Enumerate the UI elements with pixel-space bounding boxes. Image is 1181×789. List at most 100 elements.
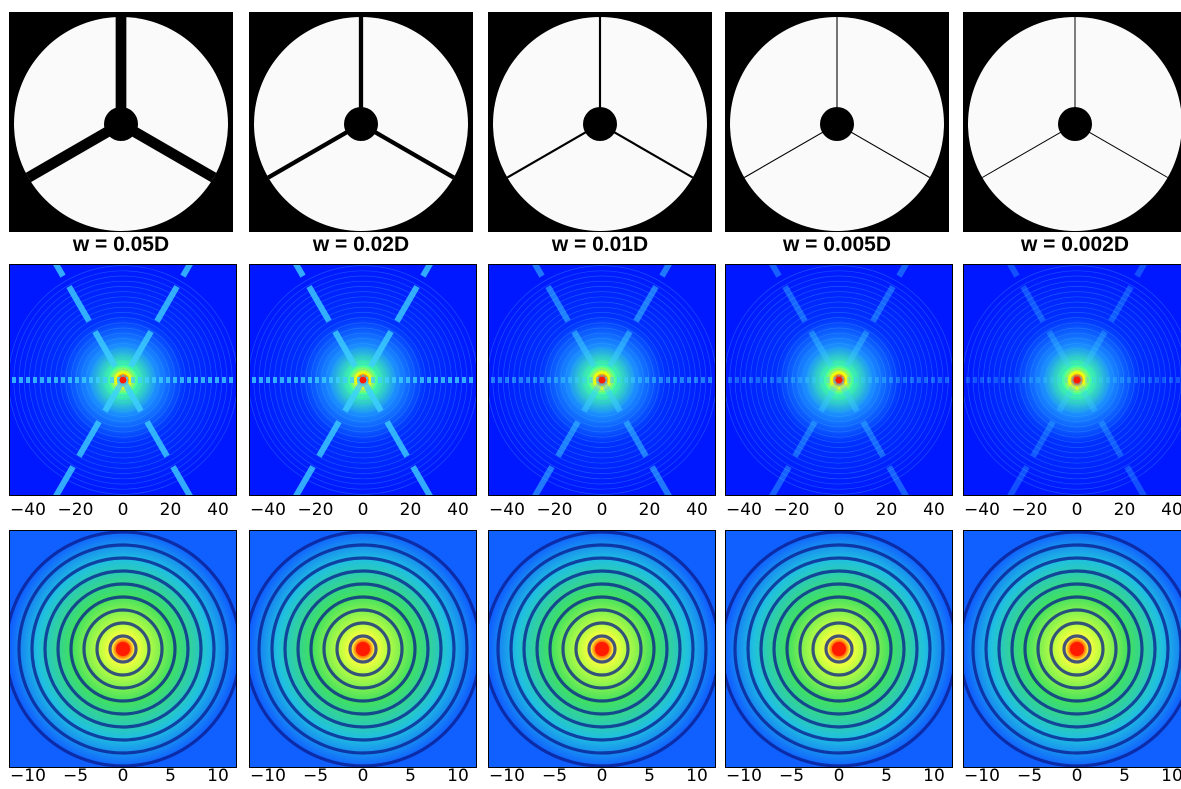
spider-vane — [599, 123, 694, 179]
airy-ring — [733, 543, 945, 755]
airy-ring — [341, 358, 385, 402]
airy-ring — [82, 608, 164, 690]
airy-ring — [17, 543, 229, 755]
airy-ring — [967, 270, 1181, 490]
x-axis-zoom: −10 −5 0 5 10 — [243, 766, 479, 789]
airy-ring — [1066, 369, 1088, 391]
airy-ring — [539, 317, 665, 443]
airy-ring — [56, 582, 190, 716]
tick-label: 40 — [1161, 500, 1181, 520]
airy-ring — [518, 296, 686, 464]
airy-ring — [296, 582, 430, 716]
panel-column: w = 0.01D −40 −20 0 20 40 −10 −5 0 5 10 — [482, 0, 718, 789]
spider-vane — [506, 123, 601, 179]
airy-ring — [587, 634, 617, 664]
x-axis-zoom: −10 −5 0 5 10 — [957, 766, 1181, 789]
airy-ring — [797, 338, 881, 422]
airy-ring — [279, 296, 447, 464]
tick-label: −10 — [726, 766, 762, 786]
psf-zoom-panel — [725, 530, 953, 768]
airy-ring — [739, 280, 939, 480]
pupil-mask — [725, 12, 949, 232]
airy-ring — [101, 358, 145, 402]
tick-label: −20 — [773, 500, 810, 520]
tick-label: −20 — [297, 500, 334, 520]
airy-ring — [977, 280, 1177, 480]
tick-label: −40 — [964, 500, 1000, 520]
psf-wide-panel — [249, 264, 477, 496]
airy-ring — [488, 530, 716, 768]
airy-ring — [984, 556, 1170, 742]
airy-ring — [335, 621, 391, 677]
airy-ring — [963, 530, 1181, 768]
tick-label: 5 — [405, 766, 416, 786]
airy-ring — [983, 286, 1171, 474]
airy-ring — [9, 265, 237, 495]
airy-ring — [971, 543, 1181, 755]
secondary-obscuration — [1058, 107, 1092, 141]
pupil-mask — [9, 12, 233, 232]
x-axis-zoom: −10 −5 0 5 10 — [719, 766, 955, 789]
spider-vane — [267, 122, 363, 180]
tick-label: −20 — [57, 500, 94, 520]
tick-label: 40 — [923, 500, 945, 520]
airy-ring — [1019, 322, 1135, 438]
x-axis-wide: −40 −20 0 20 40 — [482, 500, 718, 528]
airy-ring — [1014, 317, 1140, 443]
psf-core — [595, 642, 609, 656]
airy-ring — [321, 338, 405, 422]
airy-ring — [309, 595, 417, 703]
airy-ring — [798, 608, 880, 690]
tick-label: 10 — [447, 766, 469, 786]
airy-ring — [772, 582, 906, 716]
airy-ring — [759, 569, 919, 729]
airy-ring — [81, 338, 165, 422]
spider-vane — [744, 123, 838, 178]
airy-ring — [1029, 332, 1125, 428]
vane-width-label: w = 0.002D — [1021, 233, 1129, 256]
spider-vane — [359, 122, 455, 180]
spider-vane — [25, 119, 124, 183]
airy-ring — [785, 595, 893, 703]
airy-ring — [108, 634, 138, 664]
tick-label: 0 — [596, 766, 608, 786]
tick-label: −10 — [964, 766, 1000, 786]
airy-ring — [988, 291, 1166, 469]
psf-zoom-panel — [963, 530, 1181, 768]
airy-ring — [734, 275, 944, 485]
psf-zoom-panel — [488, 530, 716, 768]
pupil-mask — [249, 12, 473, 232]
tick-label: −20 — [536, 500, 573, 520]
airy-ring — [963, 265, 1181, 495]
airy-ring — [725, 265, 953, 495]
airy-ring — [257, 543, 469, 755]
airy-ring — [998, 301, 1156, 459]
airy-ring — [263, 280, 463, 480]
tick-label: 0 — [1071, 500, 1083, 520]
tick-label: 20 — [159, 500, 182, 520]
airy-ring — [509, 556, 695, 742]
spider-vane — [118, 119, 217, 183]
airy-ring — [833, 374, 845, 386]
tick-label: 20 — [1113, 500, 1136, 520]
psf-core — [1073, 376, 1081, 384]
tick-label: 5 — [1119, 766, 1130, 786]
airy-ring — [1045, 348, 1109, 412]
tick-label: −10 — [250, 766, 286, 786]
psf-zoom-panel — [249, 530, 477, 768]
x-axis-wide: −40 −20 0 20 40 — [719, 500, 955, 528]
airy-ring — [69, 595, 177, 703]
airy-ring — [561, 608, 643, 690]
airy-ring — [786, 327, 892, 433]
airy-ring — [95, 621, 151, 677]
airy-ring — [771, 312, 907, 448]
airy-ring — [580, 358, 624, 402]
airy-ring — [249, 265, 477, 495]
airy-ring — [811, 621, 867, 677]
airy-ring — [755, 296, 923, 464]
airy-ring — [322, 608, 404, 690]
airy-ring — [270, 556, 456, 742]
airy-ring — [60, 317, 186, 443]
x-axis-wide: −40 −20 0 20 40 — [243, 500, 479, 528]
tick-label: 40 — [686, 500, 708, 520]
